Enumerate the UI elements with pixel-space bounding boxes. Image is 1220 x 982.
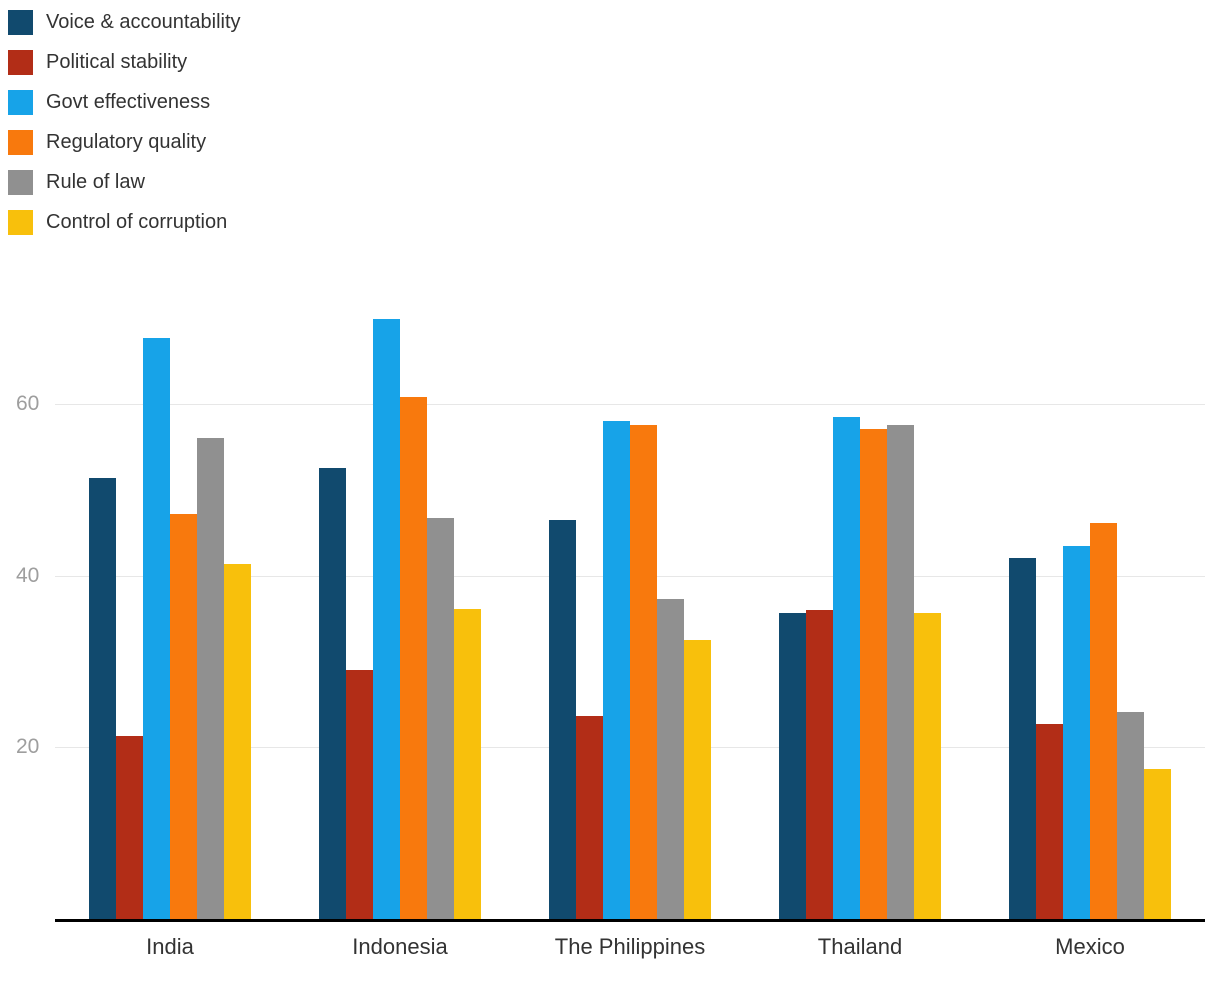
bar-group-thailand bbox=[745, 285, 975, 920]
legend-swatch-icon-govt-effectiveness bbox=[8, 90, 33, 115]
bar-india-govt-effectiveness bbox=[143, 338, 170, 920]
bar-india-political-stability bbox=[116, 736, 143, 920]
bar-indonesia-political-stability bbox=[346, 670, 373, 920]
legend-label: Political stability bbox=[46, 51, 188, 73]
chart-legend: Voice & accountability Political stabilit… bbox=[8, 10, 241, 235]
plot-area bbox=[55, 285, 1205, 920]
bar-thailand-regulatory-quality bbox=[860, 429, 887, 920]
bar-the-philippines-control-of-corruption bbox=[684, 640, 711, 920]
bar-india-voice-accountability bbox=[89, 478, 116, 920]
y-tick-label-60: 60 bbox=[16, 392, 40, 416]
legend-swatch-icon-rule-of-law bbox=[8, 170, 33, 195]
legend-item-control-of-corruption: Control of corruption bbox=[8, 210, 241, 235]
bar-thailand-political-stability bbox=[806, 610, 833, 920]
legend-swatch-icon-political-stability bbox=[8, 50, 33, 75]
bar-thailand-rule-of-law bbox=[887, 424, 914, 920]
legend-item-govt-effectiveness: Govt effectiveness bbox=[8, 90, 241, 115]
bar-the-philippines-voice-accountability bbox=[549, 520, 576, 920]
x-label-the-philippines: The Philippines bbox=[554, 934, 706, 959]
legend-label: Control of corruption bbox=[46, 211, 228, 233]
bar-mexico-regulatory-quality bbox=[1090, 522, 1117, 920]
x-axis-line bbox=[55, 919, 1205, 922]
legend-label: Voice & accountability bbox=[46, 11, 241, 33]
bar-group-indonesia bbox=[285, 285, 515, 920]
bar-indonesia-regulatory-quality bbox=[400, 396, 427, 920]
bar-the-philippines-political-stability bbox=[576, 715, 603, 920]
legend-label: Govt effectiveness bbox=[46, 91, 211, 113]
x-label-indonesia: Indonesia bbox=[352, 934, 448, 959]
bar-the-philippines-rule-of-law bbox=[657, 599, 684, 920]
bar-indonesia-rule-of-law bbox=[427, 518, 454, 920]
bar-mexico-control-of-corruption bbox=[1144, 768, 1171, 920]
legend-swatch-icon-control-of-corruption bbox=[8, 210, 33, 235]
legend-item-regulatory-quality: Regulatory quality bbox=[8, 130, 241, 155]
bar-group-mexico bbox=[975, 285, 1205, 920]
bar-indonesia-voice-accountability bbox=[319, 467, 346, 920]
legend-label: Rule of law bbox=[46, 171, 145, 193]
bar-thailand-control-of-corruption bbox=[914, 612, 941, 920]
bar-the-philippines-regulatory-quality bbox=[630, 424, 657, 920]
legend-label: Regulatory quality bbox=[46, 131, 207, 153]
bar-group-india bbox=[55, 285, 285, 920]
bar-mexico-rule-of-law bbox=[1117, 712, 1144, 920]
y-tick-label-20: 20 bbox=[16, 735, 40, 759]
bar-indonesia-govt-effectiveness bbox=[373, 319, 400, 920]
bar-thailand-govt-effectiveness bbox=[833, 417, 860, 920]
bar-indonesia-control-of-corruption bbox=[454, 608, 481, 920]
legend-item-voice-accountability: Voice & accountability bbox=[8, 10, 241, 35]
bar-thailand-voice-accountability bbox=[779, 612, 806, 920]
bar-the-philippines-govt-effectiveness bbox=[603, 421, 630, 920]
bar-mexico-political-stability bbox=[1036, 724, 1063, 920]
bar-india-rule-of-law bbox=[197, 437, 224, 920]
legend-item-rule-of-law: Rule of law bbox=[8, 170, 241, 195]
bar-india-control-of-corruption bbox=[224, 563, 251, 920]
gridline-60 bbox=[55, 404, 1205, 406]
bar-india-regulatory-quality bbox=[170, 514, 197, 920]
x-label-india: India bbox=[146, 934, 194, 959]
legend-swatch-icon-voice-accountability bbox=[8, 10, 33, 35]
bar-mexico-voice-accountability bbox=[1009, 557, 1036, 920]
x-label-mexico: Mexico bbox=[1055, 934, 1125, 959]
bar-group-the-philippines bbox=[515, 285, 745, 920]
bar-mexico-govt-effectiveness bbox=[1063, 545, 1090, 920]
y-tick-label-40: 40 bbox=[16, 563, 40, 587]
x-axis-labels: India Indonesia The Philippines Thailand Mex… bbox=[55, 932, 1205, 962]
legend-item-political-stability: Political stability bbox=[8, 50, 241, 75]
x-label-thailand: Thailand bbox=[817, 934, 903, 959]
legend-swatch-icon-regulatory-quality bbox=[8, 130, 33, 155]
